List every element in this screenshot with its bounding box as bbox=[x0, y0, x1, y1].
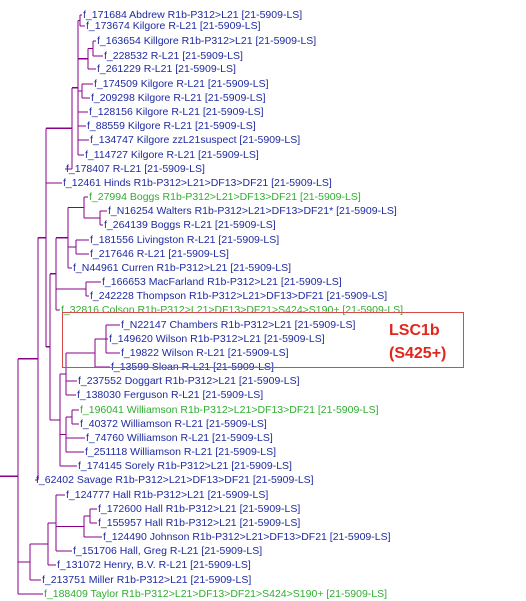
leaf-label: f_171684 Abdrew R1b-P312>L21 [21-5909-LS… bbox=[83, 9, 303, 21]
leaf-label: f_88559 Kilgore R-L21 [21-5909-LS] bbox=[87, 120, 256, 132]
leaf-label: f_N16254 Walters R1b-P312>L21>DF13>DF21*… bbox=[108, 205, 397, 217]
leaf-label: f_237552 Doggart R1b-P312>L21 [21-5909-L… bbox=[78, 375, 300, 387]
leaf-label: f_188409 Taylor R1b-P312>L21>DF13>DF21>S… bbox=[44, 588, 388, 600]
leaf-label: f_155957 Hall R1b-P312>L21 [21-5909-LS] bbox=[98, 517, 301, 529]
leaf-label: f_242228 Thompson R1b-P312>L21>DF13>DF21… bbox=[90, 290, 388, 302]
leaf-label: f_131072 Henry, B.V. R-L21 [21-5909-LS] bbox=[57, 559, 251, 571]
leaf-label: f_N44961 Curren R1b-P312>L21 [21-5909-LS… bbox=[73, 262, 292, 274]
leaf-label: f_40372 Williamson R-L21 [21-5909-LS] bbox=[80, 418, 267, 430]
highlight-label-clade: LSC1b bbox=[389, 322, 440, 339]
leaf-label: f_172600 Hall R1b-P312>L21 [21-5909-LS] bbox=[98, 503, 301, 515]
leaf-label: f_149620 Wilson R1b-P312>L21 [21-5909-LS… bbox=[109, 333, 325, 345]
leaf-label: f_114727 Kilgore R-L21 [21-5909-LS] bbox=[85, 149, 259, 161]
leaf-label: f_124777 Hall R1b-P312>L21 [21-5909-LS] bbox=[66, 489, 269, 501]
leaf-label: f_261229 R-L21 [21-5909-LS] bbox=[97, 63, 236, 75]
leaf-label: f_209298 Kilgore R-L21 [21-5909-LS] bbox=[91, 92, 266, 104]
leaf-label: f_163654 Killgore R1b-P312>L21 [21-5909-… bbox=[97, 35, 317, 47]
leaf-label: f_74760 Williamson R-L21 [21-5909-LS] bbox=[86, 432, 273, 444]
leaf-label: f_N22147 Chambers R1b-P312>L21 [21-5909-… bbox=[121, 319, 356, 331]
leaf-label: f_62402 Savage R1b-P312>L21>DF13>DF21 [2… bbox=[36, 474, 314, 486]
leaf-label: f_174509 Kilgore R-L21 [21-5909-LS] bbox=[94, 78, 269, 90]
leaf-label: f_173674 Kilgore R-L21 [21-5909-LS] bbox=[86, 20, 261, 32]
leaf-label: f_128156 Kilgore R-L21 [21-5909-LS] bbox=[89, 106, 264, 118]
leaf-label: f_166653 MacFarland R1b-P312>L21 [21-590… bbox=[102, 276, 342, 288]
leaf-label: f_217646 R-L21 [21-5909-LS] bbox=[90, 248, 229, 260]
highlight-label-snp: (S425+) bbox=[389, 345, 447, 362]
leaf-label: f_134747 Kilgore zzL21suspect [21-5909-L… bbox=[90, 134, 301, 146]
leaf-label: f_12461 Hinds R1b-P312>L21>DF13>DF21 [21… bbox=[63, 177, 332, 189]
leaf-label: f_251118 Williamson R-L21 [21-5909-LS] bbox=[85, 446, 277, 458]
leaf-label: f_213751 Miller R1b-P312>L21 [21-5909-LS… bbox=[42, 574, 252, 586]
leaf-label: f_151706 Hall, Greg R-L21 [21-5909-LS] bbox=[73, 545, 263, 557]
leaf-label: f_181556 Livingston R-L21 [21-5909-LS] bbox=[90, 234, 280, 246]
leaf-label: f_264139 Boggs R-L21 [21-5909-LS] bbox=[104, 219, 276, 231]
leaf-label: f_178407 R-L21 [21-5909-LS] bbox=[66, 163, 205, 175]
leaf-label: f_32816 Colson R1b-P312>L21>DF13>DF21>S4… bbox=[61, 304, 404, 316]
leaf-label: f_19822 Wilson R-L21 [21-5909-LS] bbox=[121, 347, 289, 359]
leaf-label: f_27994 Boggs R1b-P312>L21>DF13>DF21 [21… bbox=[89, 191, 361, 203]
leaf-label: f_138030 Ferguson R-L21 [21-5909-LS] bbox=[77, 389, 264, 401]
leaf-label: f_196041 Williamson R1b-P312>L21>DF13>DF… bbox=[80, 404, 379, 416]
leaf-label: f_124490 Johnson R1b-P312>L21>DF13>DF21 … bbox=[103, 531, 391, 543]
highlight-box bbox=[62, 312, 464, 368]
leaf-label: f_228532 R-L21 [21-5909-LS] bbox=[104, 50, 243, 62]
leaf-label: f_174145 Sorely R1b-P312>L21 [21-5909-LS… bbox=[78, 460, 292, 472]
tree-branches bbox=[0, 14, 120, 595]
